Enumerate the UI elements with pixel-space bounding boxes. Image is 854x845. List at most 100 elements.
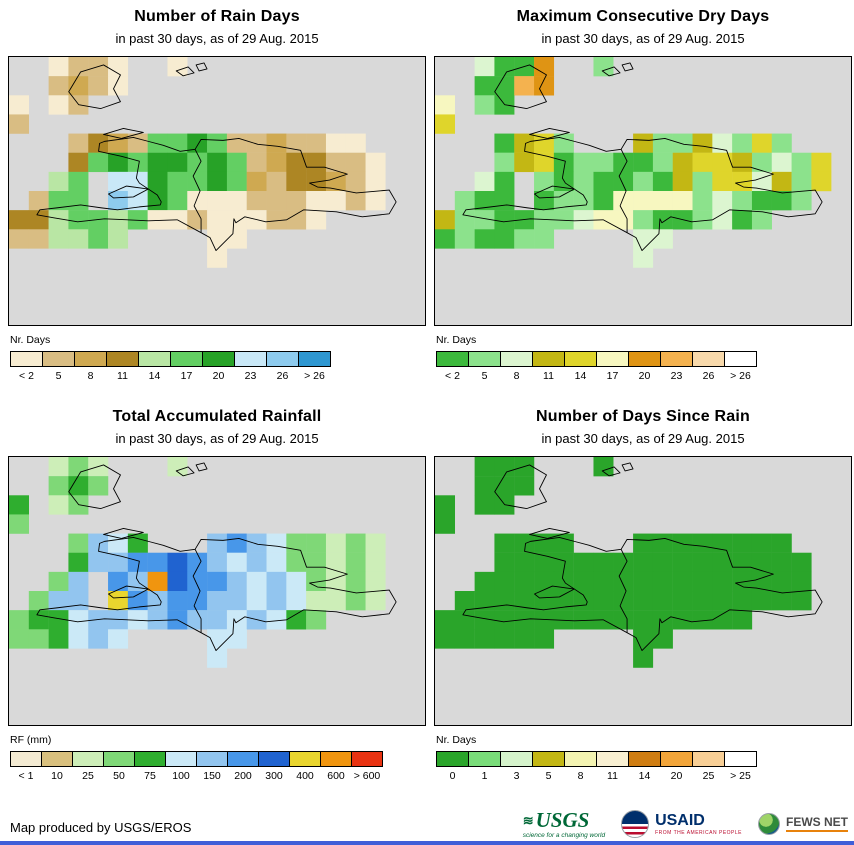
map-cell <box>266 152 287 173</box>
map-cell <box>68 629 89 649</box>
hispaniola-map-svg <box>435 457 823 668</box>
map-cell <box>207 533 228 553</box>
map-cell <box>613 552 634 573</box>
legend-tick-label: 17 <box>180 370 193 382</box>
map-cell <box>167 591 188 611</box>
fews-net-accent-bar <box>786 830 848 832</box>
small-cay-1 <box>601 466 621 477</box>
map-cell <box>108 229 129 249</box>
map-cell <box>127 591 148 611</box>
map-cell <box>534 591 555 611</box>
legend-tick-label: < 2 <box>445 370 460 382</box>
map-cell <box>48 457 69 477</box>
usgs-wave-icon: ≋ <box>522 812 534 828</box>
map-cell <box>286 552 307 573</box>
map-cell <box>474 57 495 77</box>
map-cell <box>771 171 792 192</box>
map-cell <box>751 152 772 173</box>
map-cell <box>108 76 129 96</box>
map-cell <box>692 171 713 192</box>
map-cell <box>345 171 366 192</box>
map-cell <box>187 133 208 153</box>
map-cell <box>207 229 228 249</box>
map-cell <box>207 248 228 268</box>
map-cell <box>226 571 247 592</box>
map-cell <box>593 152 614 173</box>
coastline-layer <box>36 62 397 252</box>
map-cell <box>454 591 475 611</box>
map-data-cells <box>435 457 812 668</box>
map-cell <box>9 495 30 515</box>
map-cell <box>246 591 267 611</box>
coastline-layer <box>462 62 823 252</box>
legend-tick-label: 26 <box>276 370 289 382</box>
map-cell <box>534 57 555 77</box>
map-cell <box>553 171 574 192</box>
map-cell <box>534 76 555 96</box>
legend-tick-label: 100 <box>172 770 190 782</box>
map-cell <box>127 571 148 592</box>
map-cell <box>286 191 307 211</box>
map-cell <box>573 591 594 611</box>
haiti-dr-border <box>618 549 628 633</box>
map-cell <box>286 152 307 173</box>
panel-title: Maximum Consecutive Dry Days <box>516 8 770 25</box>
map-cell <box>494 57 515 77</box>
panel-title: Number of Rain Days <box>134 8 300 25</box>
map-cell <box>474 457 495 477</box>
map-cell <box>672 152 693 173</box>
map-cell <box>147 571 168 592</box>
map-cell <box>435 495 456 515</box>
map-cell <box>573 210 594 230</box>
map-cell <box>791 171 812 192</box>
map-cell <box>226 133 247 153</box>
map-cell <box>246 171 267 192</box>
legend-swatch <box>103 751 135 767</box>
map-cell <box>167 171 188 192</box>
map-cell <box>306 533 327 553</box>
map-cell <box>474 210 495 230</box>
map-cell <box>474 95 495 115</box>
map-cell <box>613 591 634 611</box>
map-cell <box>751 133 772 153</box>
legend-label: Nr. Days <box>436 734 477 746</box>
map-cell <box>474 629 495 649</box>
map-cell <box>692 591 713 611</box>
map-cell <box>712 133 733 153</box>
map-cell <box>474 171 495 192</box>
map-cell <box>494 76 515 96</box>
fews-net-logo: FEWS NET <box>758 813 848 835</box>
map-cell <box>633 133 654 153</box>
map-cell <box>127 171 148 192</box>
map-cell <box>633 533 654 553</box>
map-cell <box>474 571 495 592</box>
map-cell <box>9 95 30 115</box>
map-cell <box>48 610 69 630</box>
legend-tick-label: 3 <box>513 770 520 782</box>
map-cell <box>573 552 594 573</box>
map-cell <box>246 133 267 153</box>
legend-swatch <box>227 751 259 767</box>
map-cell <box>593 191 614 211</box>
legend-swatch <box>298 351 331 367</box>
gonave-island <box>108 185 149 199</box>
map-cell <box>514 229 535 249</box>
small-cay-2 <box>621 62 634 72</box>
map-cell <box>48 171 69 192</box>
map-cell <box>108 591 129 611</box>
map-cell <box>325 191 346 211</box>
legend-tick-labels: 0 1 3 5 8 11 14 20 25 > 25 <box>436 770 756 782</box>
map-cell <box>771 591 792 611</box>
legend-swatch <box>202 351 235 367</box>
map-cell <box>534 629 555 649</box>
agency-logos: ≋ USGS science for a changing world USAI… <box>523 804 848 844</box>
map-cell <box>68 476 89 496</box>
map-cell <box>633 610 654 630</box>
map-cell <box>672 591 693 611</box>
map-cell <box>68 457 89 477</box>
map-cell <box>187 552 208 573</box>
small-cay-2 <box>195 462 208 472</box>
map-cell <box>593 552 614 573</box>
map-cell <box>712 152 733 173</box>
